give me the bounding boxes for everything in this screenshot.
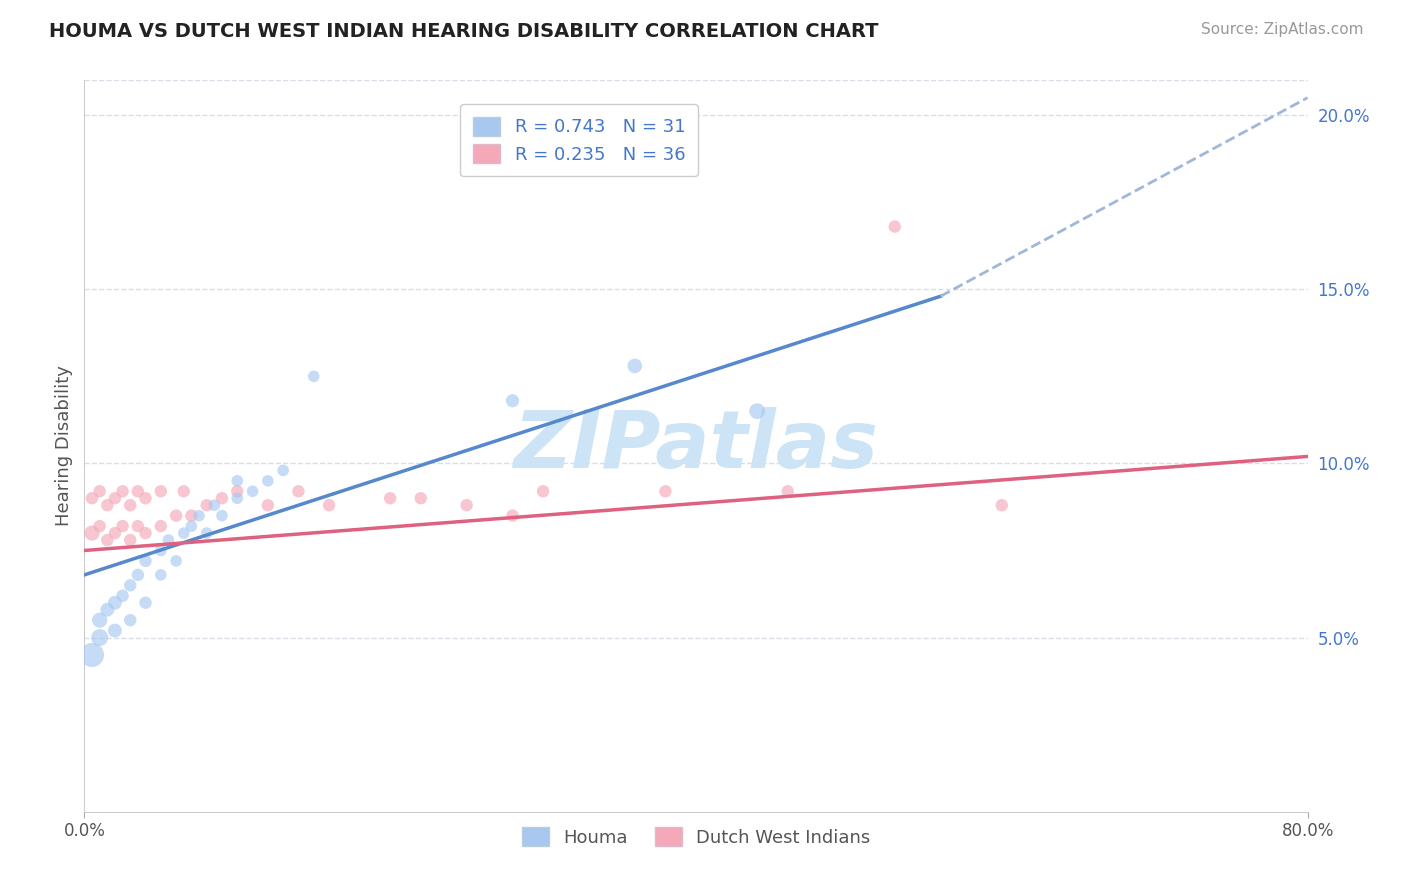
Point: [149, 484, 172, 499]
Point: [654, 484, 676, 499]
Point: [89, 631, 111, 645]
Point: [104, 596, 127, 610]
Point: [120, 578, 142, 592]
Point: [257, 498, 280, 512]
Point: [149, 519, 172, 533]
Point: [80, 526, 103, 541]
Point: [302, 369, 325, 384]
Point: [991, 498, 1014, 512]
Point: [80, 491, 103, 506]
Point: [211, 491, 233, 506]
Point: [111, 519, 134, 533]
Point: [226, 474, 249, 488]
Point: [96, 603, 118, 617]
Point: [188, 508, 211, 523]
Point: [104, 624, 127, 638]
Point: [257, 474, 280, 488]
Point: [271, 463, 294, 477]
Point: [127, 519, 149, 533]
Point: [157, 533, 180, 547]
Point: [135, 526, 157, 541]
Point: [135, 554, 157, 568]
Point: [211, 508, 233, 523]
Point: [776, 484, 799, 499]
Point: [502, 393, 524, 408]
Point: [135, 491, 157, 506]
Point: [624, 359, 647, 373]
Point: [180, 519, 202, 533]
Point: [173, 526, 195, 541]
Point: [89, 519, 111, 533]
Point: [96, 498, 118, 512]
Point: [242, 484, 264, 499]
Legend: Houma, Dutch West Indians: Houma, Dutch West Indians: [515, 820, 877, 854]
Point: [165, 508, 187, 523]
Point: [195, 498, 218, 512]
Point: [180, 508, 202, 523]
Point: [120, 533, 142, 547]
Point: [89, 484, 111, 499]
Point: [883, 219, 905, 234]
Point: [456, 498, 478, 512]
Point: [409, 491, 432, 506]
Point: [127, 567, 149, 582]
Text: HOUMA VS DUTCH WEST INDIAN HEARING DISABILITY CORRELATION CHART: HOUMA VS DUTCH WEST INDIAN HEARING DISAB…: [49, 22, 879, 41]
Point: [111, 484, 134, 499]
Point: [502, 508, 524, 523]
Point: [127, 484, 149, 499]
Point: [111, 589, 134, 603]
Point: [173, 484, 195, 499]
Point: [149, 543, 172, 558]
Point: [226, 491, 249, 506]
Point: [96, 533, 118, 547]
Point: [80, 648, 103, 662]
Point: [531, 484, 554, 499]
Point: [89, 613, 111, 627]
Point: [104, 526, 127, 541]
Point: [195, 526, 218, 541]
Point: [120, 613, 142, 627]
Y-axis label: Hearing Disability: Hearing Disability: [55, 366, 73, 526]
Text: Source: ZipAtlas.com: Source: ZipAtlas.com: [1201, 22, 1364, 37]
Point: [380, 491, 402, 506]
Point: [149, 567, 172, 582]
Point: [135, 596, 157, 610]
Point: [120, 498, 142, 512]
Point: [104, 491, 127, 506]
Text: ZIPatlas: ZIPatlas: [513, 407, 879, 485]
Point: [202, 498, 225, 512]
Point: [747, 404, 769, 418]
Point: [226, 484, 249, 499]
Point: [165, 554, 187, 568]
Point: [287, 484, 309, 499]
Point: [318, 498, 340, 512]
